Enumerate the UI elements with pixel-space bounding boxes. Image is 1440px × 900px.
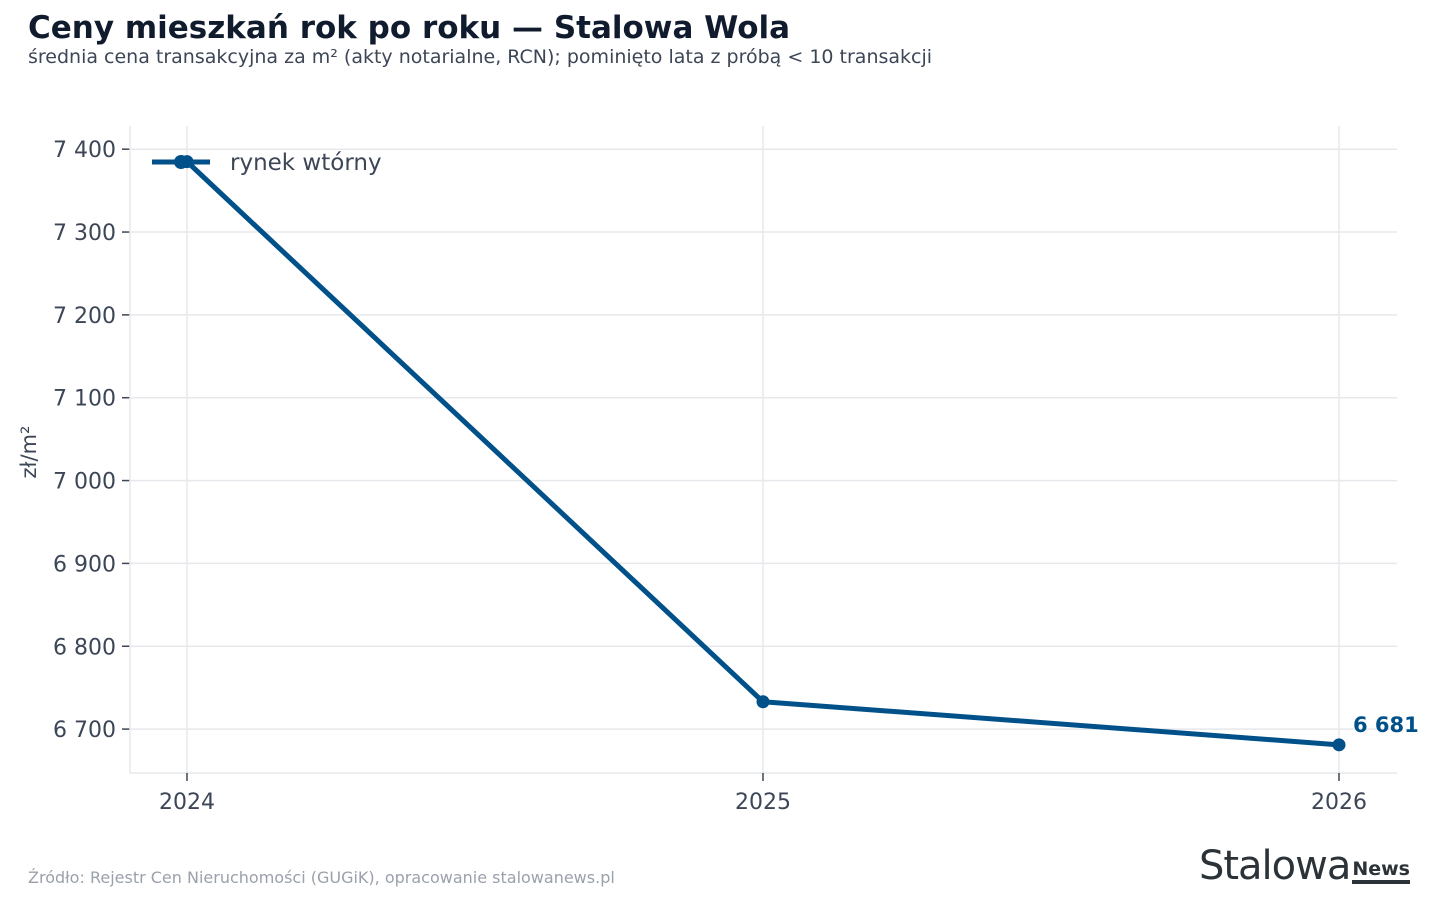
x-tick-label: 2026 — [1311, 790, 1367, 815]
data-point — [756, 695, 770, 709]
horizontal-gridlines — [130, 148, 1397, 730]
y-tick-label: 7 000 — [53, 470, 116, 495]
y-tick-label: 7 100 — [53, 387, 116, 412]
source-note: Źródło: Rejestr Cen Nieruchomości (GUGiK… — [28, 868, 615, 887]
x-tick-labels: 2024 2025 2026 — [159, 790, 1367, 815]
y-tick-label: 6 700 — [53, 718, 116, 743]
y-tick-label: 7 200 — [53, 304, 116, 329]
brand-logo: Stalowa News — [1199, 846, 1410, 886]
chart-subtitle: średnia cena transakcyjna za m² (akty no… — [28, 46, 933, 68]
data-point — [1332, 738, 1346, 752]
series-group: 6 681 — [180, 155, 1419, 752]
vertical-gridlines — [186, 126, 1340, 773]
x-tick-label: 2024 — [159, 790, 215, 815]
y-axis-label: zł/m² — [17, 426, 41, 479]
chart-title: Ceny mieszkań rok po roku — Stalowa Wola — [28, 10, 791, 46]
end-value-label: 6 681 — [1353, 713, 1419, 737]
y-tick-label: 6 900 — [53, 552, 116, 577]
y-tick-label: 6 800 — [53, 635, 116, 660]
y-tick-label: 7 400 — [53, 138, 116, 163]
y-tick-label: 7 300 — [53, 221, 116, 246]
axes — [122, 126, 1397, 781]
logo-main-text: Stalowa — [1198, 843, 1351, 889]
legend: rynek wtórny — [152, 150, 382, 176]
logo-sub-text: News — [1352, 859, 1410, 884]
legend-label: rynek wtórny — [230, 150, 382, 176]
y-tick-labels: 6 700 6 800 6 900 7 000 7 100 7 200 7 300 7 400 — [53, 138, 116, 743]
x-tick-label: 2025 — [735, 790, 791, 815]
legend-marker — [174, 155, 188, 169]
